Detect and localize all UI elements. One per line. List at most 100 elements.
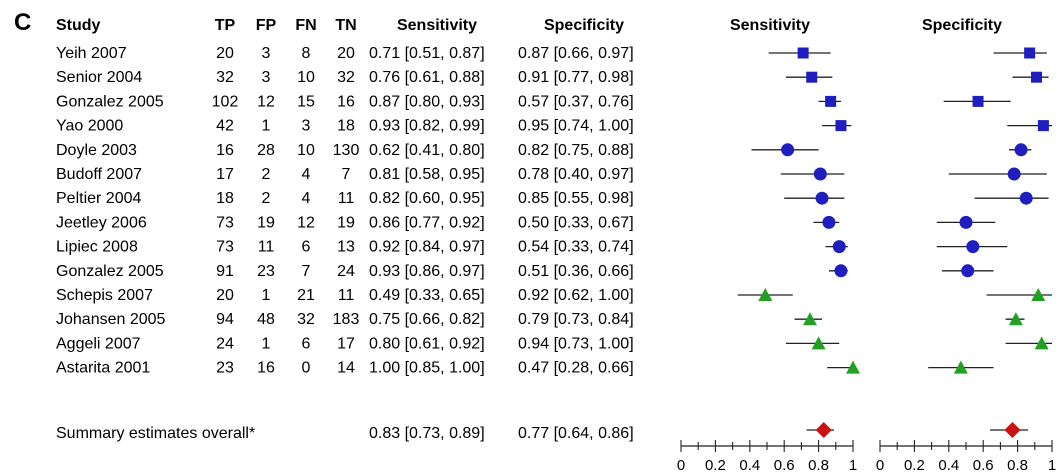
spec-tick-label: 0.4 (938, 457, 959, 474)
fn-value: 10 (297, 142, 315, 159)
specificity-ci-text: 0.57 [0.37, 0.76] (518, 93, 634, 110)
sens-point-triangle (758, 288, 773, 301)
fp-value: 2 (262, 166, 271, 183)
study-name: Yao 2000 (56, 118, 123, 135)
sens-point-circle (813, 167, 827, 181)
sensitivity-forest-plot: 0 0.2 0.4 0.6 0.8 1 (677, 47, 860, 474)
fp-value: 1 (262, 335, 271, 352)
panel-label: C (14, 9, 31, 36)
sens-point-circle (781, 143, 795, 157)
header-study: Study (56, 17, 101, 34)
header-fp: FP (256, 17, 277, 34)
column-headers: Study TP FP FN TN Sensitivity Specificit… (56, 17, 1002, 34)
fn-value: 7 (302, 263, 311, 280)
study-name: Gonzalez 2005 (56, 263, 164, 280)
sens-tick-label: 0.8 (808, 457, 829, 474)
tn-value: 20 (337, 45, 355, 62)
specificity-ci-text: 0.47 [0.28, 0.66] (518, 360, 634, 377)
tn-value: 7 (342, 166, 351, 183)
study-name: Senior 2004 (56, 69, 142, 86)
study-table: Yeih 2007 20 3 8 20 0.71 [0.51, 0.87] 0.87 [0.… (56, 45, 634, 377)
fp-value: 28 (257, 142, 275, 159)
fn-value: 4 (302, 166, 311, 183)
specificity-ci-text: 0.82 [0.75, 0.88] (518, 142, 634, 159)
table-row: Gonzalez 2005 91 23 7 24 0.93 [0.86, 0.97] 0.5… (56, 263, 634, 280)
sens-point-square (806, 71, 818, 83)
tp-value: 94 (216, 311, 234, 328)
study-name: Doyle 2003 (56, 142, 137, 159)
sens-tick-label: 0.2 (705, 457, 726, 474)
tn-value: 13 (337, 239, 355, 256)
header-fn: FN (295, 17, 316, 34)
fp-value: 48 (257, 311, 275, 328)
spec-point-square (1024, 47, 1036, 59)
spec-tick-label: 1 (1048, 457, 1056, 474)
tn-value: 32 (337, 69, 355, 86)
fp-value: 19 (257, 214, 275, 231)
table-row: Aggeli 2007 24 1 6 17 0.80 [0.61, 0.92] 0.94 [… (56, 335, 634, 352)
sensitivity-ci-text: 1.00 [0.85, 1.00] (369, 360, 485, 377)
summary-row: Summary estimates overall* 0.83 [0.73, 0… (56, 425, 634, 442)
sensitivity-ci-text: 0.92 [0.84, 0.97] (369, 239, 485, 256)
spec-tick-label: 0.6 (973, 457, 994, 474)
sens-point-circle (834, 264, 848, 278)
table-row: Johansen 2005 94 48 32 183 0.75 [0.66, 0.82] 0… (56, 311, 634, 328)
specificity-ci-text: 0.92 [0.62, 1.00] (518, 287, 634, 304)
study-name: Yeih 2007 (56, 45, 127, 62)
sensitivity-ci-text: 0.93 [0.82, 0.99] (369, 118, 485, 135)
sensitivity-ci-text: 0.87 [0.80, 0.93] (369, 93, 485, 110)
sens-point-square (797, 47, 809, 59)
tp-value: 91 (216, 263, 234, 280)
header-tp: TP (215, 17, 236, 34)
sensitivity-ci-text: 0.49 [0.33, 0.65] (369, 287, 485, 304)
specificity-ci-text: 0.50 [0.33, 0.67] (518, 214, 634, 231)
fp-value: 1 (262, 118, 271, 135)
sens-point-circle (815, 191, 829, 205)
specificity-ci-text: 0.51 [0.36, 0.66] (518, 263, 634, 280)
sens-point-square (835, 120, 847, 132)
tp-value: 32 (216, 69, 234, 86)
spec-point-triangle (1034, 336, 1049, 350)
tp-value: 16 (216, 142, 234, 159)
spec-point-triangle (1008, 312, 1023, 326)
specificity-forest-plot: 0 0.2 0.4 0.6 0.8 1 (876, 47, 1056, 474)
spec-point-triangle (953, 360, 968, 374)
fn-value: 21 (297, 287, 315, 304)
sensitivity-ci-text: 0.86 [0.77, 0.92] (369, 214, 485, 231)
fp-value: 2 (262, 190, 271, 207)
spec-point-square (1031, 71, 1043, 83)
table-row: Astarita 2001 23 16 0 14 1.00 [0.85, 1.00] 0.4… (56, 360, 634, 377)
sens-point-circle (832, 240, 846, 254)
specificity-ci-text: 0.78 [0.40, 0.97] (518, 166, 634, 183)
fn-value: 4 (302, 190, 311, 207)
fn-value: 12 (297, 214, 315, 231)
sens-summary-diamond (815, 422, 832, 438)
spec-tick-label: 0.2 (904, 457, 925, 474)
tn-value: 14 (337, 360, 355, 377)
sens-point-triangle (811, 336, 826, 350)
specificity-ci-text: 0.94 [0.73, 1.00] (518, 335, 634, 352)
spec-tick-label: 0 (876, 457, 884, 474)
table-row: Lipiec 2008 73 11 6 13 0.92 [0.84, 0.97] 0.54 … (56, 239, 634, 256)
fn-value: 10 (297, 69, 315, 86)
fp-value: 16 (257, 360, 275, 377)
tn-value: 11 (338, 287, 355, 304)
specificity-ci-text: 0.54 [0.33, 0.74] (518, 239, 634, 256)
sensitivity-ci-text: 0.75 [0.66, 0.82] (369, 311, 485, 328)
fn-value: 0 (302, 360, 311, 377)
sensitivity-ci-text: 0.71 [0.51, 0.87] (369, 45, 485, 62)
table-row: Schepis 2007 20 1 21 11 0.49 [0.33, 0.65] 0.92… (56, 287, 634, 304)
specificity-ci-text: 0.95 [0.74, 1.00] (518, 118, 634, 135)
sens-tick-label: 0.6 (774, 457, 795, 474)
table-row: Doyle 2003 16 28 10 130 0.62 [0.41, 0.80] 0.82… (56, 142, 634, 159)
sens-tick-label: 0 (677, 457, 685, 474)
tn-value: 18 (337, 118, 355, 135)
spec-point-circle (961, 264, 975, 278)
fn-value: 15 (297, 93, 315, 110)
table-row: Peltier 2004 18 2 4 11 0.82 [0.60, 0.95] 0.85 … (56, 190, 634, 207)
tp-value: 42 (216, 118, 234, 135)
tn-value: 130 (333, 142, 360, 159)
table-row: Yao 2000 42 1 3 18 0.93 [0.82, 0.99] 0.95 [0.7… (56, 118, 634, 135)
plot-title-sensitivity: Sensitivity (730, 17, 810, 34)
tn-value: 17 (337, 335, 355, 352)
